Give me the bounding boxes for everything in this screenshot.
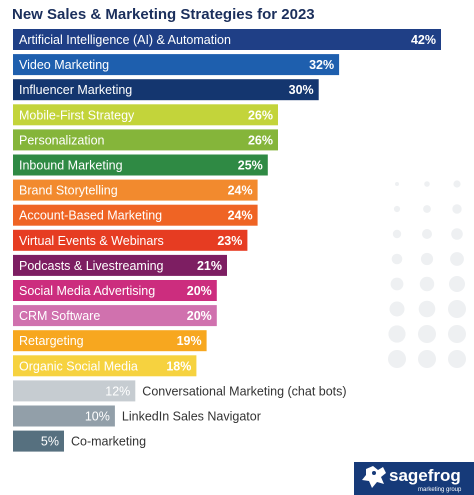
bar-series: Artificial Intelligence (AI) & Automatio… — [13, 29, 441, 452]
category-label: Artificial Intelligence (AI) & Automatio… — [19, 33, 231, 47]
value-label: 32% — [309, 58, 334, 72]
value-label: 42% — [411, 33, 436, 47]
value-label: 5% — [41, 435, 59, 449]
bar — [13, 29, 441, 50]
decorative-dot — [395, 182, 399, 186]
sagefrog-logo: sagefrog marketing group — [354, 462, 474, 495]
decorative-dot — [422, 229, 432, 239]
bar — [13, 254, 227, 276]
category-label: LinkedIn Sales Navigator — [122, 410, 261, 424]
bar — [13, 229, 248, 251]
frog-icon — [362, 466, 386, 488]
decorative-dot — [388, 350, 406, 368]
bar — [13, 380, 136, 402]
bar — [13, 204, 258, 226]
bar — [13, 430, 64, 452]
category-label: Personalization — [19, 133, 105, 147]
decorative-dot — [392, 229, 402, 239]
value-label: 12% — [105, 384, 130, 398]
decorative-dot-pattern — [388, 180, 466, 368]
category-label: Co-marketing — [71, 435, 146, 449]
logo-name: sagefrog — [389, 466, 461, 485]
category-label: Mobile-First Strategy — [19, 108, 135, 122]
value-label: 24% — [228, 209, 253, 223]
bar — [13, 54, 340, 76]
value-label: 10% — [85, 410, 110, 424]
decorative-dot — [418, 300, 436, 318]
decorative-dot — [451, 228, 463, 240]
decorative-dot — [449, 276, 465, 292]
decorative-dot — [448, 350, 466, 368]
chart-title: New Sales & Marketing Strategies for 202… — [12, 6, 315, 23]
decorative-dot — [452, 204, 462, 214]
category-label: Conversational Marketing (chat bots) — [142, 384, 346, 398]
bar — [13, 129, 278, 151]
category-label: Brand Storytelling — [19, 184, 118, 198]
category-label: Account-Based Marketing — [19, 209, 162, 223]
decorative-dot — [391, 253, 403, 265]
decorative-dot — [450, 252, 464, 266]
decorative-dot — [393, 205, 401, 213]
category-label: Inbound Marketing — [19, 159, 123, 173]
category-label: Virtual Events & Webinars — [19, 234, 164, 248]
value-label: 30% — [289, 83, 314, 97]
value-label: 26% — [248, 133, 273, 147]
bar — [13, 280, 217, 301]
category-label: Podcasts & Livestreaming — [19, 259, 164, 273]
category-label: CRM Software — [19, 309, 100, 323]
decorative-dot — [388, 325, 406, 343]
value-label: 19% — [177, 334, 202, 348]
category-label: Retargeting — [19, 334, 84, 348]
value-label: 23% — [217, 234, 242, 248]
decorative-dot — [390, 277, 404, 291]
logo-tagline: marketing group — [418, 487, 462, 493]
value-label: 26% — [248, 108, 273, 122]
decorative-dot — [389, 301, 405, 317]
bar — [13, 355, 197, 377]
bar — [13, 104, 278, 126]
decorative-dot — [453, 180, 461, 188]
decorative-dot — [418, 350, 436, 368]
decorative-dot — [423, 205, 431, 213]
decorative-dot — [448, 300, 466, 318]
category-label: Video Marketing — [19, 58, 109, 72]
value-label: 18% — [166, 359, 191, 373]
value-label: 25% — [238, 159, 263, 173]
bar — [13, 330, 207, 352]
decorative-dot — [448, 325, 466, 343]
decorative-dot — [418, 325, 436, 343]
bar — [13, 79, 319, 101]
bar — [13, 305, 217, 327]
value-label: 20% — [187, 284, 212, 298]
value-label: 24% — [228, 184, 253, 198]
bar — [13, 154, 268, 176]
bar — [13, 405, 115, 427]
category-label: Social Media Advertising — [19, 284, 155, 298]
value-label: 21% — [197, 259, 222, 273]
bar — [13, 179, 258, 201]
decorative-dot — [420, 252, 434, 266]
value-label: 20% — [187, 309, 212, 323]
category-label: Organic Social Media — [19, 359, 138, 373]
decorative-dot — [419, 276, 435, 292]
category-label: Influencer Marketing — [19, 83, 132, 97]
decorative-dot — [424, 181, 430, 187]
